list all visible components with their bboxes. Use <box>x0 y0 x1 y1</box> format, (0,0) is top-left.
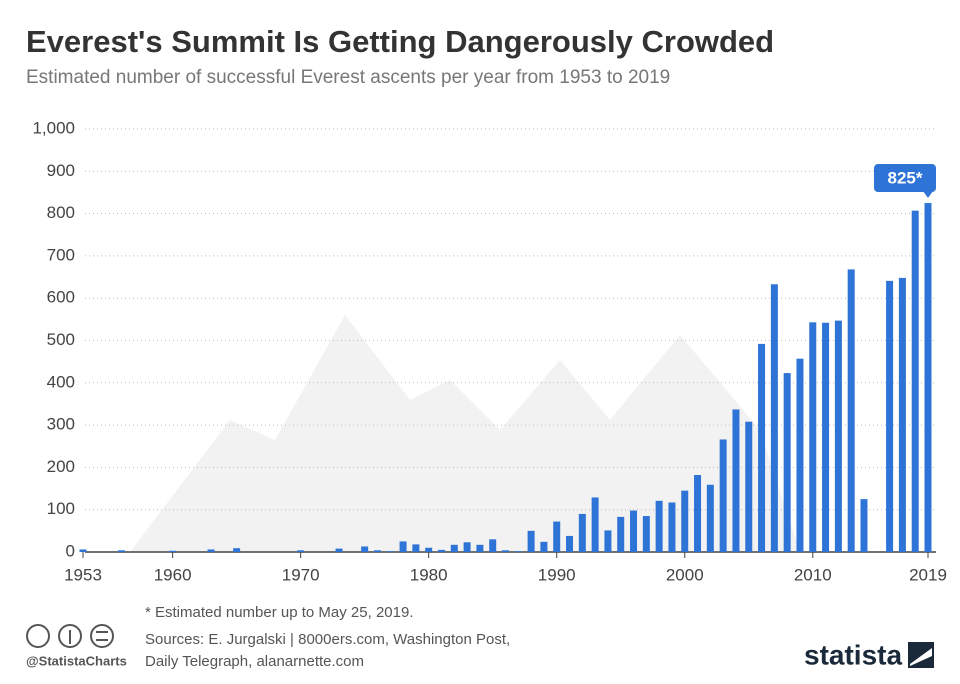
bar <box>655 500 663 552</box>
bar <box>745 421 753 552</box>
footnote: * Estimated number up to May 25, 2019. <box>145 604 413 621</box>
bar <box>694 475 702 552</box>
bar <box>117 550 125 552</box>
bar <box>412 544 420 552</box>
y-tick-label: 0 <box>66 541 75 560</box>
bar <box>604 530 612 552</box>
bar <box>668 502 676 552</box>
bar <box>489 539 497 552</box>
x-tick-label: 2000 <box>666 565 704 584</box>
bar <box>553 521 561 552</box>
bar <box>681 490 689 552</box>
bar <box>630 510 638 552</box>
bar <box>834 320 842 552</box>
y-tick-label: 500 <box>47 330 75 349</box>
bar <box>924 203 932 552</box>
label-box <box>874 164 936 193</box>
background-mountains <box>130 315 800 552</box>
bar <box>783 373 791 552</box>
y-tick-label: 800 <box>47 203 75 222</box>
bar <box>373 550 381 552</box>
x-tick-label: 1953 <box>64 565 102 584</box>
data-label: 825* <box>888 169 923 188</box>
bar <box>732 409 740 552</box>
label-pointer <box>923 191 933 199</box>
bar <box>335 548 343 552</box>
x-tick-label: 2019 <box>909 565 947 584</box>
bar <box>540 541 548 552</box>
bar <box>476 544 484 552</box>
bar <box>706 484 714 552</box>
bar <box>425 547 433 552</box>
bar <box>758 343 766 552</box>
bar <box>796 358 804 552</box>
y-tick-label: 700 <box>47 245 75 264</box>
chart-title: Everest's Summit Is Getting Dangerously … <box>26 24 774 59</box>
y-tick-label: 400 <box>47 372 75 391</box>
bar <box>719 439 727 552</box>
bar <box>169 550 177 552</box>
bar <box>463 542 471 552</box>
bar <box>450 544 458 552</box>
bar <box>502 550 509 552</box>
license-icons <box>26 624 114 648</box>
bar <box>642 516 650 552</box>
bar <box>578 513 586 552</box>
x-tick-label: 1960 <box>154 565 192 584</box>
chart-subtitle: Estimated number of successful Everest a… <box>26 67 670 88</box>
bar <box>566 535 574 552</box>
brand: statista <box>804 639 902 670</box>
bar <box>860 499 868 552</box>
y-tick-label: 100 <box>47 499 75 518</box>
credit: @StatistaCharts <box>26 653 127 668</box>
bar <box>233 548 241 552</box>
bar <box>527 530 535 552</box>
bar <box>809 322 817 552</box>
bar <box>591 497 599 552</box>
sources: Daily Telegraph, alanarnette.com <box>145 653 364 670</box>
bar <box>617 516 625 552</box>
bar <box>79 549 87 552</box>
bar <box>297 550 305 552</box>
bar <box>399 541 407 552</box>
y-tick-label: 900 <box>47 161 75 180</box>
bar <box>207 549 215 552</box>
bar <box>386 551 394 552</box>
bar <box>770 284 778 552</box>
bar <box>361 546 369 552</box>
x-tick-label: 2010 <box>794 565 832 584</box>
y-tick-label: 300 <box>47 415 75 434</box>
bar <box>886 280 894 552</box>
bar <box>847 269 855 552</box>
y-tick-label: 200 <box>47 457 75 476</box>
y-tick-label: 600 <box>47 288 75 307</box>
sources: Sources: E. Jurgalski | 8000ers.com, Was… <box>145 631 510 648</box>
x-tick-label: 1990 <box>538 565 576 584</box>
bar <box>437 549 445 552</box>
bar <box>514 551 522 552</box>
bar <box>911 210 919 553</box>
brand-icon-mark <box>910 648 932 666</box>
x-tick-label: 1980 <box>410 565 448 584</box>
y-tick-label: 1,000 <box>32 118 75 137</box>
x-tick-label: 1970 <box>282 565 320 584</box>
bar <box>822 322 830 552</box>
bar <box>898 277 906 552</box>
